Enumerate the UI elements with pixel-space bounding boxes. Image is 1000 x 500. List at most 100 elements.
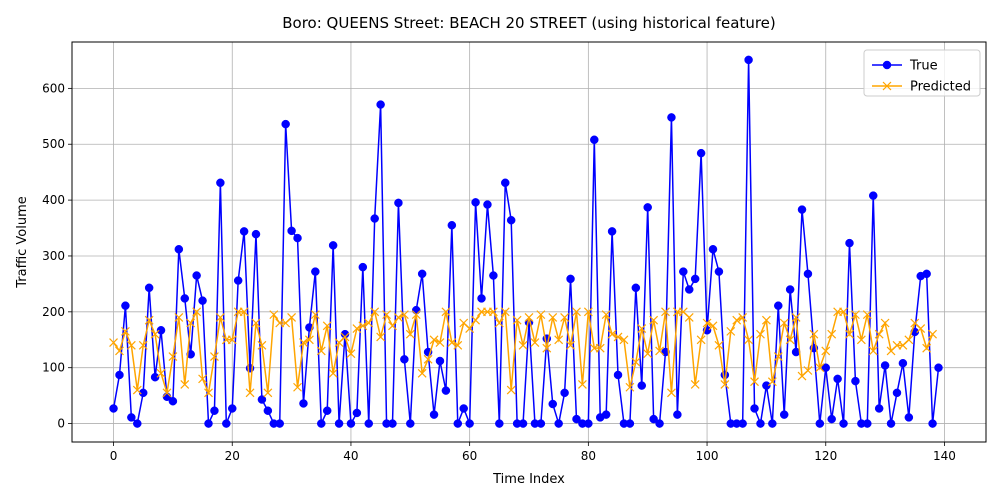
predicted-data-point (809, 329, 819, 339)
true-data-point (690, 274, 700, 284)
x-tick-label: 40 (343, 449, 358, 463)
predicted-data-point (738, 312, 748, 322)
predicted-data-point (126, 340, 136, 350)
true-data-point (625, 419, 635, 428)
predicted-data-point (453, 340, 463, 350)
predicted-data-point (227, 335, 237, 345)
predicted-data-point (708, 321, 718, 331)
true-data-point (192, 271, 201, 280)
true-data-point (560, 388, 569, 398)
predicted-data-point (186, 318, 196, 328)
predicted-data-point (316, 346, 326, 356)
predicted-data-point (471, 315, 481, 325)
predicted-data-point (465, 324, 475, 334)
true-data-point (180, 294, 190, 303)
predicted-data-point (726, 326, 736, 336)
true-series (109, 55, 943, 428)
predicted-data-point (340, 332, 350, 342)
true-data-point (898, 358, 908, 368)
true-data-point (613, 370, 623, 380)
true-data-point (667, 113, 676, 122)
predicted-data-point (756, 329, 765, 339)
predicted-series (109, 307, 938, 398)
true-data-point (649, 414, 658, 424)
true-data-point (435, 356, 445, 366)
predicted-data-point (572, 307, 581, 317)
true-data-point (637, 381, 647, 390)
predicted-data-point (394, 312, 403, 322)
true-data-point (429, 410, 439, 419)
predicted-data-point (625, 382, 635, 392)
true-data-point (400, 355, 409, 364)
true-data-point (744, 55, 753, 65)
true-data-point (186, 350, 195, 359)
predicted-data-point (120, 326, 130, 336)
predicted-data-point (922, 343, 932, 353)
true-data-point (566, 274, 575, 284)
y-tick-label: 0 (57, 417, 65, 431)
true-data-point (803, 269, 813, 279)
predicted-data-point (607, 329, 617, 339)
predicted-data-point (364, 318, 374, 328)
predicted-data-point (150, 329, 160, 339)
predicted-data-point (744, 335, 754, 345)
true-data-point (227, 404, 237, 413)
true-data-point (708, 245, 718, 254)
true-data-point (317, 419, 326, 428)
true-data-point (346, 419, 356, 428)
predicted-data-point (304, 335, 314, 345)
predicted-data-point (530, 338, 540, 347)
true-data-point (275, 419, 284, 428)
predicted-data-point (851, 310, 860, 320)
predicted-data-point (904, 335, 914, 345)
predicted-data-point (251, 318, 261, 328)
predicted-data-point (204, 388, 213, 398)
y-tick-label: 200 (42, 305, 65, 319)
predicted-data-point (560, 312, 570, 322)
true-data-point (536, 419, 546, 428)
true-data-point (411, 305, 421, 315)
y-tick-label: 100 (42, 361, 65, 375)
predicted-data-point (382, 310, 391, 320)
predicted-data-point (500, 307, 510, 317)
true-data-point (779, 410, 789, 419)
true-data-point (222, 419, 231, 428)
predicted-data-point (720, 380, 730, 389)
predicted-data-point (346, 349, 356, 359)
predicted-data-point (109, 338, 118, 347)
predicted-data-point (761, 315, 771, 325)
x-tick-label: 20 (225, 449, 240, 463)
predicted-data-point (423, 354, 433, 364)
true-data-point (483, 200, 492, 209)
true-data-point (631, 283, 641, 293)
predicted-data-point (115, 346, 124, 356)
predicted-data-point (839, 307, 848, 317)
predicted-data-point (566, 340, 575, 350)
true-data-point (839, 419, 848, 428)
y-tick-label: 400 (42, 193, 65, 207)
predicted-data-point (631, 357, 641, 367)
true-data-point (785, 285, 795, 294)
legend: True Predicted (863, 49, 981, 97)
predicted-data-point (536, 310, 546, 320)
true-data-point (928, 419, 937, 428)
y-axis-label: Traffic Volume (15, 196, 30, 289)
x-tick-label: 120 (814, 449, 837, 463)
true-data-point (115, 370, 124, 380)
true-series-line (112, 59, 940, 427)
true-data-point (821, 363, 831, 372)
predicted-data-point (916, 324, 926, 334)
true-data-point (922, 269, 931, 279)
x-tick-label: 140 (933, 449, 956, 463)
true-data-point (198, 296, 207, 305)
true-data-point (673, 410, 682, 419)
true-data-point (880, 361, 890, 370)
true-data-point (750, 404, 759, 413)
true-data-point (322, 406, 332, 415)
predicted-data-point (815, 363, 825, 373)
legend-swatch-marker (882, 60, 892, 70)
true-data-point (287, 226, 296, 236)
predicted-data-point (619, 335, 629, 345)
true-data-point (584, 419, 593, 428)
predicted-data-point (245, 388, 255, 398)
